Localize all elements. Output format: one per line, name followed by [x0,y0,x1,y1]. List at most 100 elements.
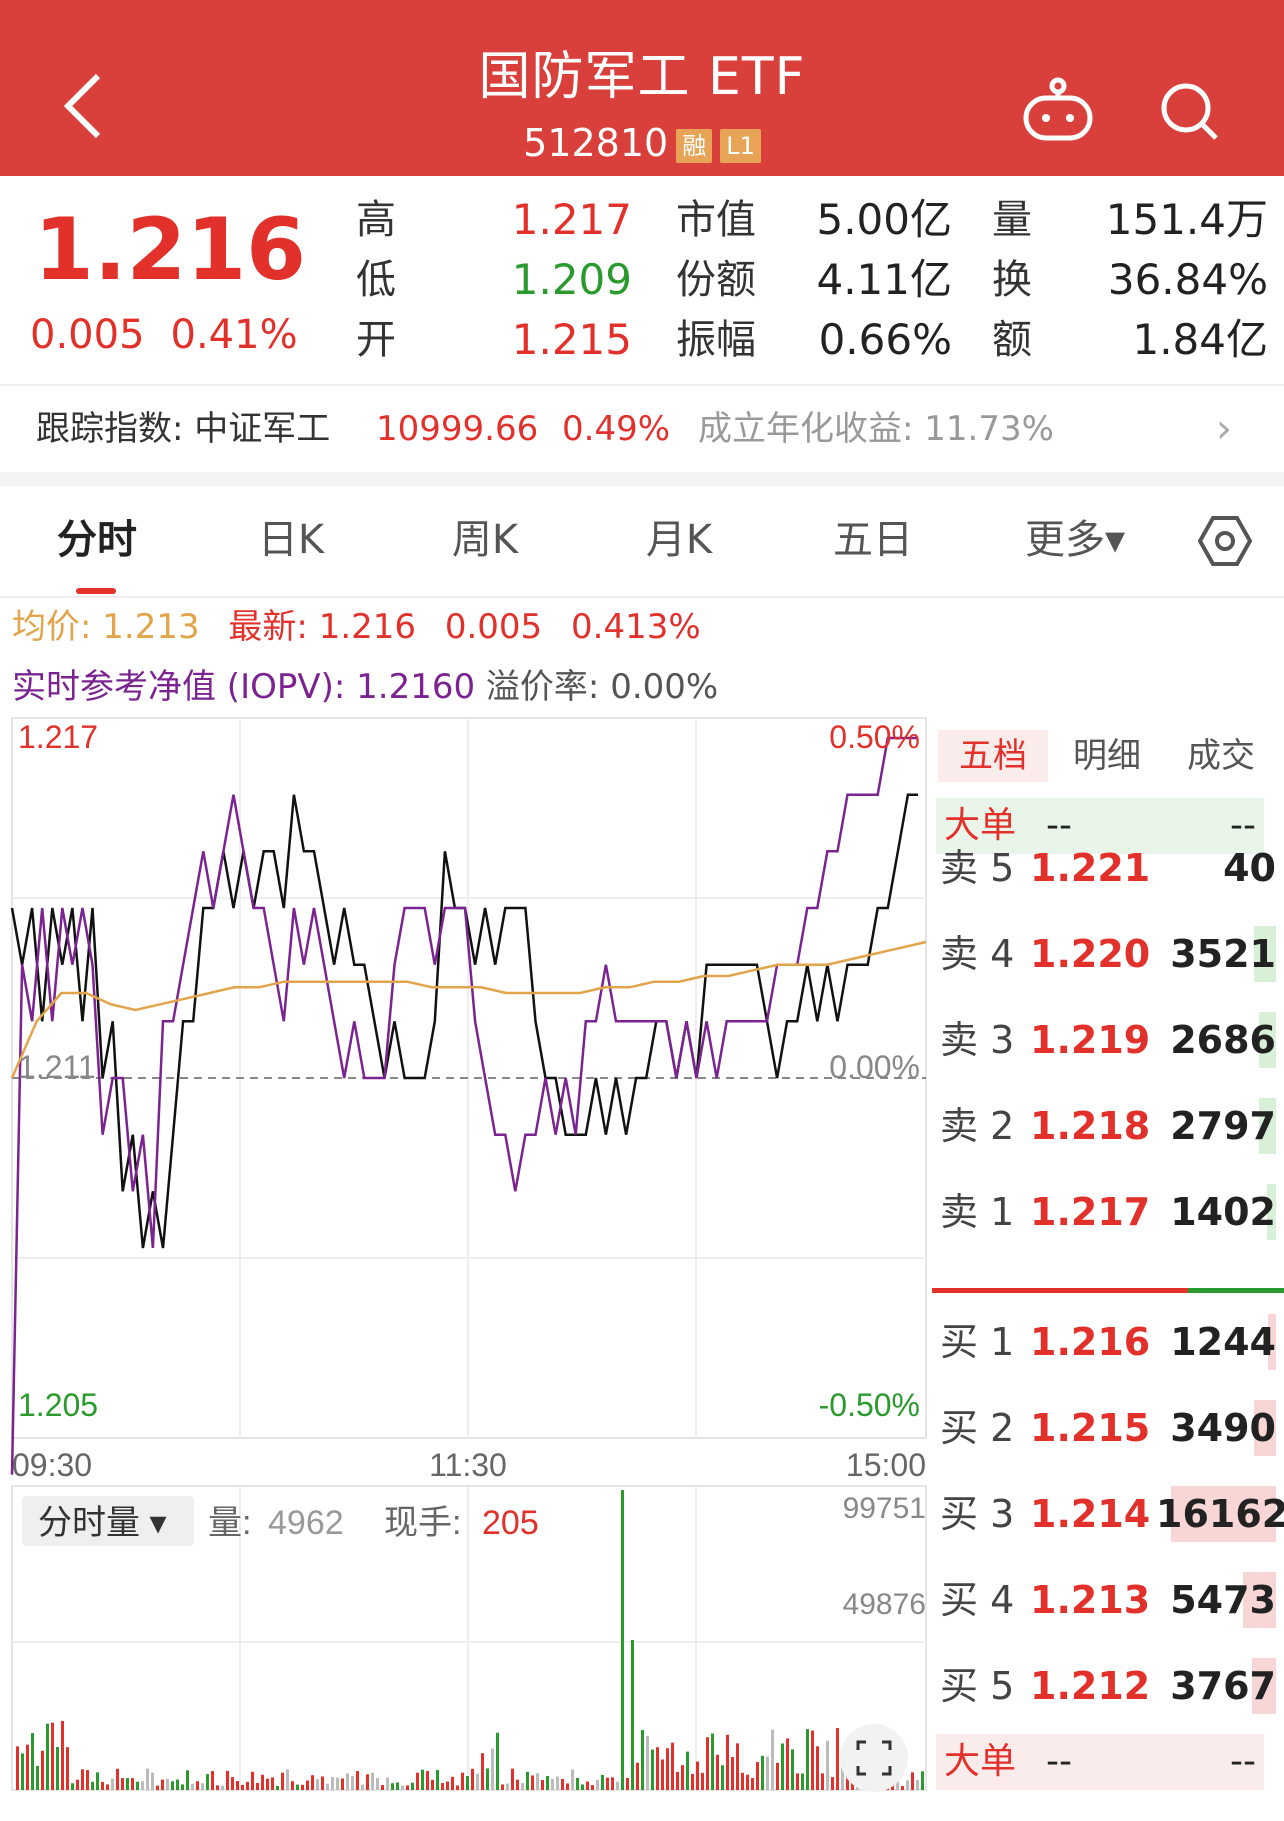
pct-bottom-label: -0.50% [819,1387,920,1423]
bid-volume: 16162 [1156,1492,1284,1536]
volume-bar [526,1771,529,1790]
volume-bar [131,1778,134,1790]
volume-bar [496,1732,499,1790]
volume-bar [206,1774,209,1790]
tab-five-day[interactable]: 五日 [833,517,913,563]
volume-bar [231,1777,234,1790]
volume-bar [576,1777,579,1790]
ask-row[interactable]: 卖 5 1.221 40 [940,826,1276,912]
volume-axis-mid: 49876 [843,1588,926,1621]
volume-bar [221,1785,224,1790]
volume-selector: 分时量 ▾ [38,1504,167,1542]
quote-label: 高 [356,197,396,243]
volume-bar [201,1783,204,1790]
volume-bar [56,1746,59,1790]
volume-bar [101,1781,104,1790]
y-axis-bottom-label: 1.205 [18,1387,98,1423]
volume-bar [756,1762,759,1790]
hand-label: 现手: [384,1504,461,1542]
volume-bar [561,1779,564,1790]
volume-bar [841,1766,844,1790]
tab-monthly-k[interactable]: 月K [645,517,713,563]
ask-label: 卖 2 [940,1104,1015,1148]
volume-bar [766,1756,769,1790]
tab-daily-k[interactable]: 日K [257,517,325,563]
ask-row[interactable]: 卖 4 1.220 3521 [940,912,1276,998]
volume-bar [491,1748,494,1790]
expand-icon[interactable] [856,1740,892,1776]
volume-bar [61,1720,64,1790]
tab-weekly-k[interactable]: 周K [451,517,519,563]
ask-volume: 2797 [1170,1104,1276,1148]
volume-bar [906,1780,909,1790]
volume-bar [1259,1098,1276,1154]
bid-row[interactable]: 买 4 1.213 5473 [940,1558,1276,1644]
premium-label: 溢价率: [475,667,611,707]
tracking-index-row[interactable]: 跟踪指数: 中证军工 10999.66 0.49% 成立年化收益: 11.73%… [0,390,1284,470]
tab-trades[interactable]: 成交 [1187,736,1255,776]
volume-bar [26,1744,29,1790]
latest-change: 0.005 [444,607,543,647]
volume-bar [126,1778,129,1790]
ask-row[interactable]: 卖 2 1.218 2797 [940,1084,1276,1170]
volume-bar [651,1749,654,1790]
tab-active-indicator [76,588,116,594]
expand-button-bg [840,1724,908,1792]
bid-row[interactable]: 买 5 1.212 3767 [940,1644,1276,1730]
settings-icon[interactable] [1198,514,1252,568]
quote-label: 振幅 [676,317,756,363]
tab-intraday[interactable]: 分时 [57,517,137,563]
tracking-index-value: 10999.66 [376,409,539,449]
volume-bar [196,1781,199,1790]
back-icon[interactable] [60,70,108,142]
ask-price: 1.218 [1030,1104,1151,1148]
tracking-index-pct: 0.49% [562,409,671,449]
volume-bar [911,1772,914,1790]
quote-label: 量 [992,197,1032,243]
ask-price: 1.221 [1030,846,1151,890]
bid-volume: 3767 [1170,1664,1276,1708]
avg-price: 1.213 [102,607,200,647]
robot-icon[interactable] [1022,76,1094,142]
ask-row[interactable]: 卖 1 1.217 1402 [940,1170,1276,1256]
volume-bar [551,1778,554,1790]
bid-volume: 3490 [1170,1406,1276,1450]
volume-bar [536,1773,539,1790]
big-order-a: -- [1046,805,1072,846]
volume-bar [336,1777,339,1790]
volume-bar [586,1781,589,1790]
ask-bid-divider-red [932,1288,1188,1293]
volume-bar [366,1774,369,1790]
ask-label: 卖 4 [940,932,1015,976]
intraday-chart[interactable]: 1.217 1.211 1.205 0.50% 0.00% -0.50% 09:30 11:3… [0,714,930,1794]
tab-more[interactable]: 更多▾ [1024,517,1126,563]
ask-row[interactable]: 卖 3 1.219 2686 [940,998,1276,1084]
bid-label: 买 1 [940,1320,1015,1364]
pct-mid-label: 0.00% [829,1049,920,1085]
annualized-return: 成立年化收益: 11.73% [698,409,1054,449]
bid-label: 买 2 [940,1406,1015,1450]
search-icon[interactable] [1158,80,1220,142]
volume-bar [421,1769,424,1790]
quote-value: 5.00亿 [816,195,952,244]
volume-bar [601,1774,604,1790]
bid-row[interactable]: 买 2 1.215 3490 [940,1386,1276,1472]
volume-bar [16,1746,19,1790]
tab-detail[interactable]: 明细 [1073,736,1141,776]
volume-bar [301,1784,304,1790]
volume-bar [801,1773,804,1790]
avg-label: 均价: [12,607,103,647]
volume-bar [786,1738,789,1790]
bid-row[interactable]: 买 3 1.214 16162 [940,1472,1284,1558]
volume-bar [771,1729,774,1790]
quote-value: 0.66% [818,315,952,364]
volume-bar [81,1769,84,1790]
tab-five-levels[interactable]: 五档 [938,730,1048,782]
volume-bar [806,1729,809,1790]
bid-row[interactable]: 买 1 1.216 1244 [940,1300,1276,1386]
chevron-right-icon[interactable]: › [1216,406,1232,452]
iopv-info-line: 实时参考净值 (IOPV): 1.2160 溢价率: 0.00% [12,662,718,712]
volume-bar [306,1780,309,1790]
volume-bar [451,1776,454,1790]
volume-bar [1268,1314,1276,1370]
